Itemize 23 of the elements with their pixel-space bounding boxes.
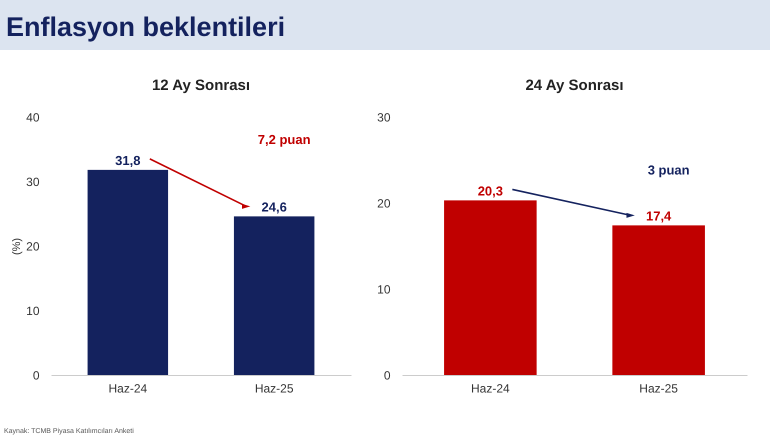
y-tick-label: 30	[26, 175, 40, 189]
chart-title: 24 Ay Sonrası	[525, 77, 624, 94]
chart-title: 12 Ay Sonrası	[152, 77, 250, 94]
y-tick-label: 0	[32, 368, 40, 382]
data-label: 24,6	[262, 199, 287, 214]
y-tick-label: 0	[384, 368, 391, 382]
x-tick-label: Haz-25	[639, 382, 678, 396]
text: Enflasyon beklentileri	[0, 0, 770, 53]
annotation: 7,2 puan	[258, 132, 311, 147]
annotation: 3 puan	[648, 162, 690, 178]
y-tick-label: 20	[377, 196, 391, 210]
y-tick-label: 10	[377, 282, 391, 296]
x-tick-label: Haz-24	[108, 382, 148, 396]
y-tick-label: 40	[26, 110, 40, 124]
data-label: 17,4	[646, 208, 672, 224]
y-tick-label: 30	[377, 110, 391, 124]
x-tick-label: Haz-24	[471, 382, 510, 396]
data-label: 31,8	[115, 152, 140, 168]
y-axis-title: (%)	[11, 238, 24, 256]
y-tick-label: 10	[26, 304, 40, 318]
y-tick-label: 20	[26, 240, 40, 254]
data-label: 20,3	[478, 183, 504, 198]
x-tick-label: Haz-25	[254, 382, 294, 396]
